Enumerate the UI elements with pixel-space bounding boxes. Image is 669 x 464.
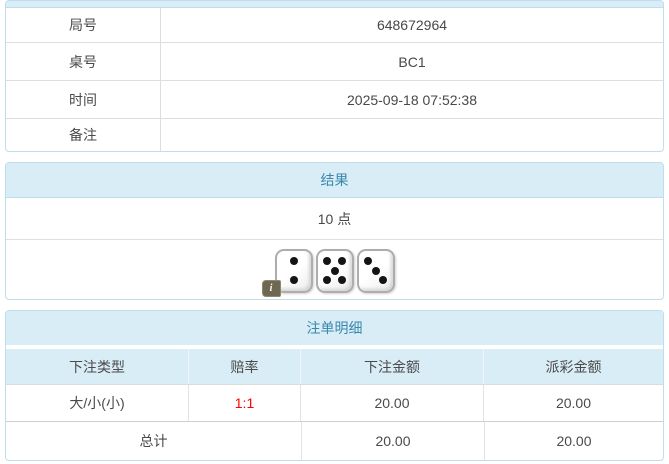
pip [379, 276, 388, 285]
total-bet-amount: 20.00 [301, 422, 484, 460]
info-row-time: 时间 2025-09-18 07:52:38 [6, 80, 663, 118]
heading-gap [6, 345, 663, 349]
pip [289, 276, 298, 285]
round-number-value: 648672964 [376, 17, 448, 33]
pip [337, 276, 346, 285]
pip [363, 256, 372, 265]
table-number-label: 桌号 [6, 43, 161, 80]
payout-amount-value: 20.00 [483, 385, 663, 421]
bet-row: 大/小(小) 1:1 20.00 20.00 [6, 384, 663, 421]
pip [371, 266, 380, 275]
game-info-panel: 局号 648672964 桌号 BC1 时间 2025-09-18 07:52:… [5, 0, 664, 152]
pip [323, 256, 332, 265]
die-5 [315, 248, 354, 293]
info-icon[interactable]: i [261, 279, 281, 297]
info-row-remark: 备注 [6, 118, 663, 151]
bet-type-value: 大/小(小) [69, 395, 125, 411]
bet-detail-heading: 注单明细 [6, 311, 663, 345]
remark-label: 备注 [6, 119, 161, 151]
info-row-table: 桌号 BC1 [6, 42, 663, 80]
die-3 [356, 248, 395, 293]
pip [289, 256, 298, 265]
pip [330, 266, 339, 275]
col-header-bet-amount: 下注金额 [300, 349, 483, 384]
col-header-odds: 赔率 [188, 349, 300, 384]
bet-detail-panel: 注单明细 下注类型 赔率 下注金额 派彩金额 大/小(小) 1:1 20.00 … [5, 310, 664, 461]
dice-strip: i [261, 248, 395, 297]
dice-row: i [6, 240, 663, 299]
result-heading: 结果 [6, 163, 663, 198]
total-payout-amount: 20.00 [484, 422, 663, 460]
panel-top-strip [6, 1, 663, 8]
table-number-value: BC1 [398, 53, 426, 70]
col-header-bet-type: 下注类型 [69, 358, 125, 375]
info-row-round: 局号 648672964 [6, 8, 663, 42]
die-2 [274, 248, 313, 293]
result-panel: 结果 10 点 i [5, 162, 664, 300]
col-header-payout-amount: 派彩金额 [483, 349, 663, 384]
time-value: 2025-09-18 07:52:38 [347, 91, 477, 108]
total-label: 总计 [139, 433, 168, 449]
round-number-label: 局号 [6, 8, 161, 42]
pip [323, 276, 332, 285]
pip [337, 256, 346, 265]
bet-header-row: 下注类型 赔率 下注金额 派彩金额 [6, 349, 663, 384]
bet-amount-value: 20.00 [300, 385, 483, 421]
time-label: 时间 [6, 81, 161, 118]
odds-value: 1:1 [188, 385, 300, 421]
result-points: 10 点 [6, 198, 663, 240]
total-row: 总计 20.00 20.00 [6, 421, 663, 460]
